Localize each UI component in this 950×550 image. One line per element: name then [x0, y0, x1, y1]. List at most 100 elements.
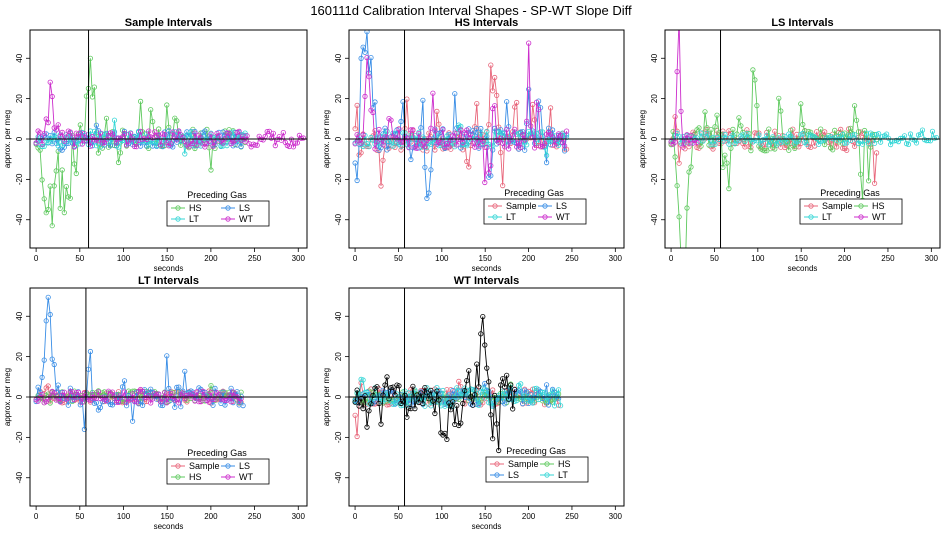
legend-entry-hs: HS	[171, 203, 202, 213]
data-point	[674, 69, 680, 75]
data-point	[59, 142, 65, 148]
legend-label: LS	[239, 203, 250, 213]
y-tick-label: 20	[334, 352, 343, 361]
data-point	[539, 129, 546, 135]
panel-title: LS Intervals	[771, 17, 833, 29]
data-point	[45, 120, 51, 126]
data-point	[758, 141, 764, 147]
data-point	[549, 388, 556, 394]
x-tick-label: 150	[795, 254, 809, 263]
data-point	[39, 177, 45, 183]
data-point	[212, 139, 218, 145]
data-point	[370, 392, 376, 398]
data-point	[883, 131, 890, 137]
data-point	[178, 142, 184, 148]
data-point	[476, 402, 482, 408]
data-point	[684, 205, 690, 211]
data-point	[134, 144, 140, 150]
data-point	[722, 152, 728, 158]
data-point	[832, 127, 838, 133]
data-point	[75, 389, 81, 395]
data-point	[838, 126, 844, 132]
legend-label: HS	[872, 201, 885, 211]
x-tick-label: 300	[292, 254, 306, 263]
data-point	[87, 348, 94, 355]
legend-swatch-point	[225, 216, 231, 222]
panel-title: LT Intervals	[138, 275, 199, 287]
data-point	[208, 389, 214, 395]
data-point	[372, 146, 378, 152]
data-point	[446, 144, 452, 150]
data-point	[61, 389, 67, 395]
x-tick-label: 200	[522, 512, 536, 521]
data-point	[508, 382, 514, 388]
data-point	[442, 430, 448, 436]
y-tick-label: 0	[334, 136, 343, 141]
data-point	[174, 118, 180, 124]
data-point	[222, 397, 228, 404]
data-point	[73, 390, 79, 396]
chart-panel-2: 0 50 100 150 200 250 300 -40 -20 0 20 40 HS Interval…	[322, 17, 625, 273]
data-point	[470, 140, 476, 146]
data-point	[158, 142, 164, 148]
data-point	[738, 123, 744, 129]
data-point	[418, 125, 424, 131]
data-point	[360, 132, 366, 138]
y-tick-label: -20	[334, 431, 343, 443]
data-point	[838, 137, 844, 143]
data-point	[514, 99, 520, 106]
y-axis-label: approx. per meg	[3, 368, 12, 426]
data-point	[208, 167, 214, 173]
data-point	[232, 137, 238, 143]
data-point	[688, 132, 694, 138]
legend-box	[485, 456, 589, 483]
data-point	[236, 128, 242, 134]
legend-title: Preceding Gas	[504, 188, 564, 198]
data-point	[39, 141, 45, 147]
data-point	[45, 383, 51, 389]
plot-area	[33, 294, 246, 432]
legend-label: WT	[556, 212, 570, 222]
data-point	[672, 139, 678, 145]
legend-label: LT	[506, 212, 516, 222]
chart-panel-4: 0 50 100 150 200 250 300 -40 -20 0 20 40 LT Interval…	[3, 275, 308, 531]
data-point	[712, 124, 718, 130]
data-point	[502, 401, 508, 407]
data-point	[200, 388, 206, 394]
data-point	[468, 131, 474, 137]
data-point	[418, 390, 424, 396]
x-tick-label: 50	[394, 254, 403, 263]
legend-label: WT	[239, 214, 253, 224]
data-point	[410, 383, 416, 389]
data-point	[113, 140, 120, 146]
chart-panel-1: 0 50 100 150 200 250 300 -40 -20 0 20 40 Sample Inte…	[3, 17, 308, 273]
data-point	[121, 389, 128, 395]
data-point	[109, 389, 116, 395]
data-point	[390, 384, 396, 390]
data-point	[762, 148, 768, 154]
data-point	[121, 130, 128, 136]
data-point	[210, 143, 216, 149]
data-point	[563, 134, 570, 140]
data-point	[360, 377, 366, 383]
data-point	[196, 399, 202, 405]
data-point	[454, 403, 460, 409]
data-point	[216, 133, 222, 139]
legend-entry-hs: HS	[171, 472, 202, 482]
data-point	[362, 49, 368, 55]
data-point	[194, 389, 200, 395]
data-point	[140, 402, 146, 408]
x-tick-label: 150	[479, 512, 493, 521]
legend: Preceding Gas Sample LS HS WT	[166, 448, 270, 485]
data-point	[412, 133, 418, 139]
data-point	[352, 160, 358, 166]
data-point	[672, 154, 678, 160]
legend-title: Preceding Gas	[187, 190, 247, 200]
data-point	[61, 210, 67, 216]
data-point	[520, 400, 526, 407]
data-point	[748, 148, 754, 154]
data-point	[784, 139, 790, 145]
data-point	[278, 137, 284, 143]
data-point	[756, 132, 762, 138]
legend-swatch-point	[494, 472, 500, 478]
